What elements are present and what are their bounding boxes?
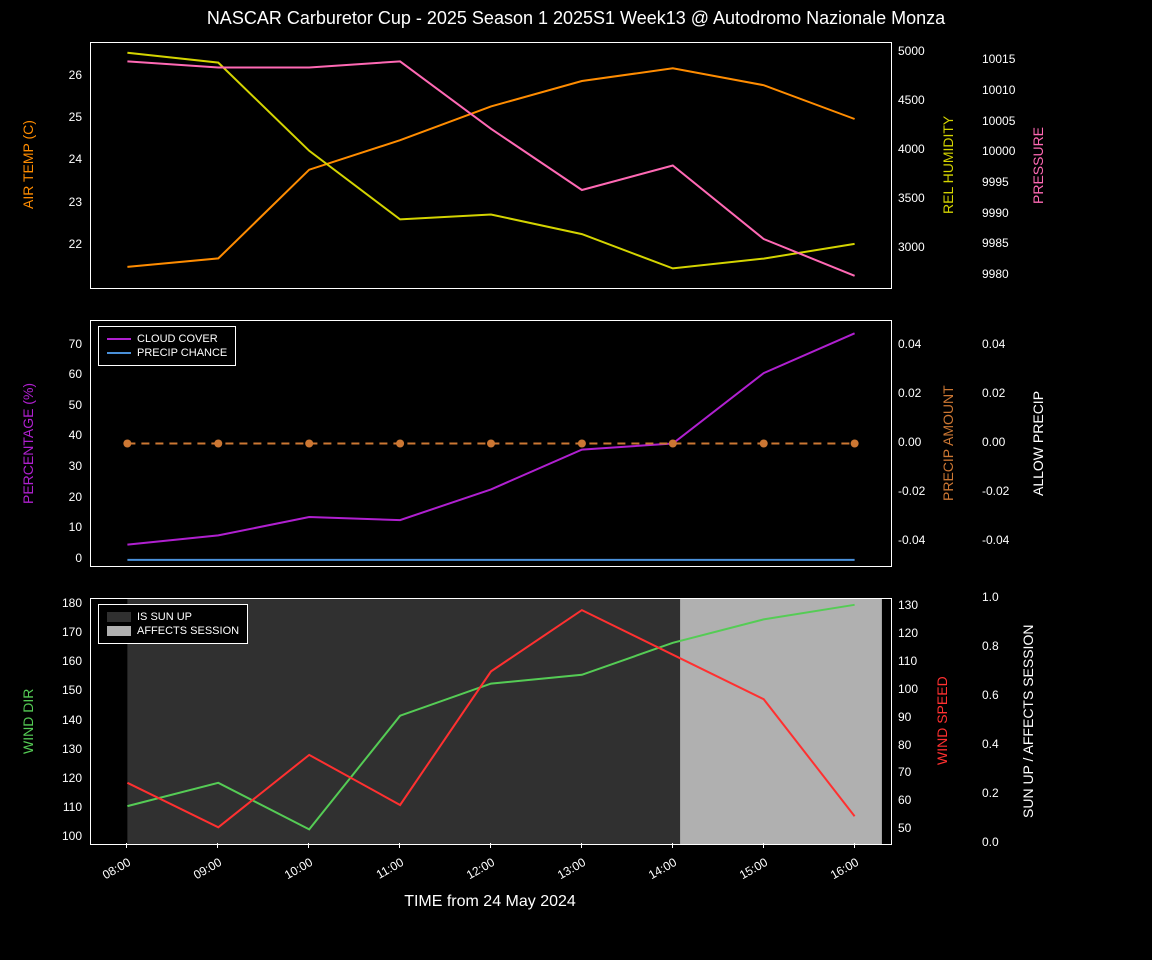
axis-label: WIND DIR <box>20 661 36 781</box>
xtick-label: 14:00 <box>637 855 679 887</box>
weather-chart: NASCAR Carburetor Cup - 2025 Season 1 20… <box>0 0 1152 960</box>
xtick-label: 08:00 <box>92 855 134 887</box>
legend-panel2: CLOUD COVER PRECIP CHANCE <box>98 326 236 366</box>
axis-label: PERCENTAGE (%) <box>20 363 36 523</box>
axis-label: PRECIP AMOUNT <box>940 358 956 528</box>
axis-label: SUN UP / AFFECTS SESSION <box>1020 606 1036 836</box>
xtick-label: 09:00 <box>183 855 225 887</box>
xtick-label: 11:00 <box>364 855 406 887</box>
axis-label: ALLOW PRECIP <box>1030 363 1046 523</box>
xtick-label: 13:00 <box>546 855 588 887</box>
panel-temp-humidity-pressure <box>90 42 892 289</box>
axis-label: AIR TEMP (C) <box>20 95 36 235</box>
axis-label: REL HUMIDITY <box>940 85 956 245</box>
xtick-label: 15:00 <box>728 855 770 887</box>
xtick-label: 10:00 <box>274 855 316 887</box>
legend-panel3: IS SUN UP AFFECTS SESSION <box>98 604 248 644</box>
chart-title: NASCAR Carburetor Cup - 2025 Season 1 20… <box>0 8 1152 29</box>
xtick-label: 16:00 <box>819 855 861 887</box>
axis-label: WIND SPEED <box>934 651 950 791</box>
axis-label: PRESSURE <box>1030 105 1046 225</box>
x-axis-label: TIME from 24 May 2024 <box>90 893 890 911</box>
xtick-label: 12:00 <box>455 855 497 887</box>
